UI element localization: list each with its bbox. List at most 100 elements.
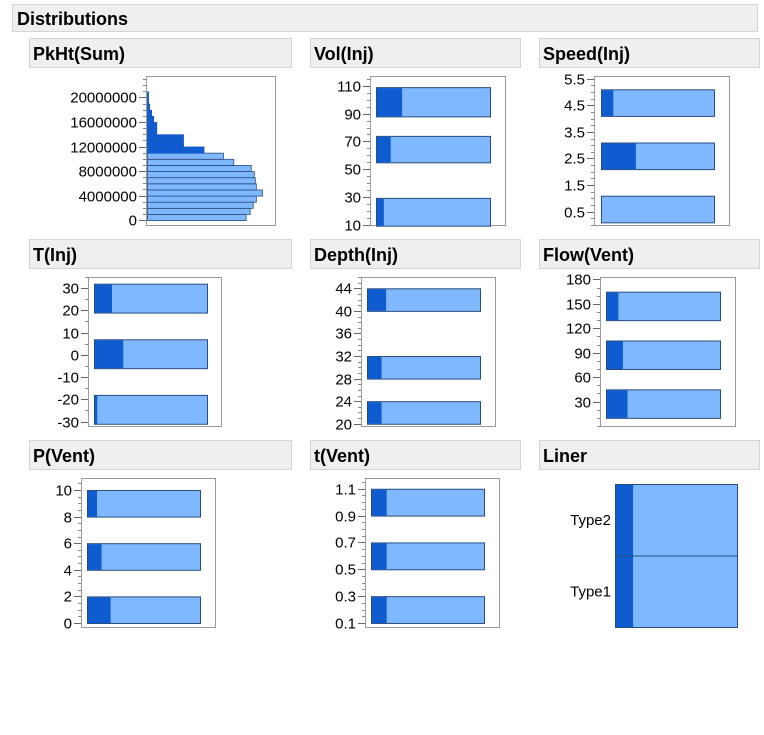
histogram-bar-selected[interactable] (368, 402, 382, 424)
mosaic-selected-type2[interactable] (616, 485, 634, 556)
y-tick-label: 8000000 (79, 164, 137, 181)
y-tick-label: 6 (64, 536, 72, 553)
histogram-bar-selected[interactable] (607, 341, 623, 370)
y-tick-label: 30 (574, 395, 591, 412)
panel-title-liner: Liner (543, 446, 588, 466)
y-tick-label: 10 (55, 483, 72, 500)
y-tick-label: 180 (566, 272, 591, 289)
mosaic-bar-type1[interactable] (615, 555, 738, 628)
y-tick-label: 16000000 (70, 115, 137, 132)
histogram-bar-selected[interactable] (607, 390, 628, 418)
histogram-bar-selected[interactable] (88, 544, 102, 570)
panel-header-depth[interactable]: Depth(Inj) (310, 239, 521, 269)
y-tick-label: 110 (337, 79, 361, 96)
histogram-bar-selected[interactable] (377, 198, 384, 226)
histogram-bar[interactable] (147, 183, 257, 191)
histogram-bar-selected[interactable] (147, 146, 205, 154)
histogram-bar[interactable] (94, 394, 208, 425)
histogram-bar-selected[interactable] (88, 490, 98, 517)
histogram-bar-selected[interactable] (147, 134, 184, 142)
histogram-bar-selected[interactable] (602, 90, 614, 116)
histogram-bar-selected[interactable] (147, 128, 157, 136)
mosaic-bar-type2[interactable] (615, 484, 738, 557)
panel-header-pkht[interactable]: PkHt(Sum) (29, 38, 292, 68)
histogram-bar[interactable] (147, 214, 247, 221)
y-tick-label: 90 (574, 346, 591, 363)
histogram-bar[interactable] (147, 189, 263, 197)
histogram-bar-selected[interactable] (607, 292, 619, 321)
histogram-bar[interactable] (147, 201, 254, 209)
histogram-bar[interactable] (371, 488, 485, 517)
panel-header-pvent[interactable]: P(Vent) (29, 440, 292, 470)
chart-pvent: 0 2 4 6 8 10 (55, 478, 216, 633)
y-tick-label: 120 (566, 321, 591, 338)
panel-header-tinj[interactable]: T(Inj) (29, 239, 292, 269)
histogram-bar-selected[interactable] (147, 116, 154, 123)
mosaic-selected-type1[interactable] (616, 556, 634, 628)
chart-tvent: 0.1 0.3 0.5 0.7 0.9 1.1 (335, 478, 500, 633)
histogram-bar-selected[interactable] (377, 88, 403, 117)
y-tick-label: 20000000 (70, 90, 137, 107)
histogram-bar[interactable] (367, 401, 481, 425)
histogram-bar-selected[interactable] (88, 597, 111, 624)
chart-flow: 30 60 90 120 150 180 (566, 272, 736, 427)
y-tick-label: 4000000 (79, 189, 137, 206)
panel-header-vol[interactable]: Vol(Inj) (310, 38, 521, 68)
histogram-bar-selected[interactable] (147, 140, 184, 148)
histogram-bar-selected[interactable] (372, 543, 387, 570)
histogram-bar[interactable] (147, 152, 224, 160)
histogram-bar[interactable] (87, 489, 201, 518)
histogram-bar[interactable] (147, 171, 255, 179)
histogram-bar-selected[interactable] (368, 289, 387, 311)
histogram-bar[interactable] (601, 195, 715, 224)
y-tick-label: 50 (344, 162, 361, 179)
category-label-type2: Type2 (570, 512, 611, 529)
histogram-bar-selected[interactable] (147, 103, 150, 111)
histogram-bar-selected[interactable] (372, 489, 387, 516)
histogram-bar-selected[interactable] (147, 122, 157, 129)
histogram-bar-selected[interactable] (377, 136, 391, 163)
panel-header-tvent[interactable]: t(Vent) (310, 440, 521, 470)
y-tick-label: 3.5 (564, 125, 585, 142)
panel-title-depth: Depth(Inj) (314, 245, 398, 265)
histogram-bar[interactable] (367, 288, 481, 312)
histogram-bar-selected[interactable] (95, 340, 124, 369)
histogram-bar-selected[interactable] (602, 143, 636, 170)
y-tick-label: 2.5 (564, 151, 585, 168)
histogram-bar[interactable] (147, 165, 252, 172)
y-tick-label: 30 (62, 281, 79, 298)
histogram-bar[interactable] (606, 340, 721, 371)
histogram-bar[interactable] (601, 89, 715, 117)
histogram-bar-selected[interactable] (147, 91, 149, 99)
histogram-bar[interactable] (606, 291, 721, 322)
histogram-bar[interactable] (147, 177, 256, 185)
histogram-bar[interactable] (87, 543, 201, 571)
chart-liner: Type1 Type2 (570, 484, 738, 628)
histogram-bar-selected[interactable] (372, 597, 387, 623)
histogram-bar[interactable] (147, 195, 257, 203)
histogram-bar-selected[interactable] (95, 395, 98, 424)
histogram-bar[interactable] (371, 542, 485, 571)
histogram-bar-selected[interactable] (368, 357, 382, 379)
histogram-bar-selected[interactable] (147, 109, 152, 117)
y-tick-label: 20 (62, 303, 79, 320)
histogram-bar[interactable] (94, 283, 208, 314)
chart-vol: 10 30 50 70 90 110 (337, 76, 506, 235)
y-tick-label: 0 (64, 616, 72, 633)
y-tick-label: 0.3 (335, 589, 356, 606)
panel-header-flow[interactable]: Flow(Vent) (539, 239, 760, 269)
histogram-bar[interactable] (367, 356, 481, 380)
panel-header-speed[interactable]: Speed(Inj) (539, 38, 760, 68)
histogram-bar-selected[interactable] (95, 284, 112, 313)
panel-title-tinj: T(Inj) (33, 245, 77, 265)
panel-title-vol: Vol(Inj) (314, 44, 374, 64)
distributions-outline-header[interactable]: Distributions (12, 4, 758, 32)
histogram-bar[interactable] (147, 207, 251, 215)
histogram-bar[interactable] (147, 158, 235, 166)
panel-header-liner[interactable]: Liner (539, 440, 760, 470)
histogram-bar-selected[interactable] (147, 97, 149, 105)
histogram-bar[interactable] (376, 135, 491, 164)
histogram-bar[interactable] (371, 596, 485, 624)
y-tick-label: 1.5 (564, 178, 585, 195)
histogram-bar[interactable] (376, 197, 491, 227)
